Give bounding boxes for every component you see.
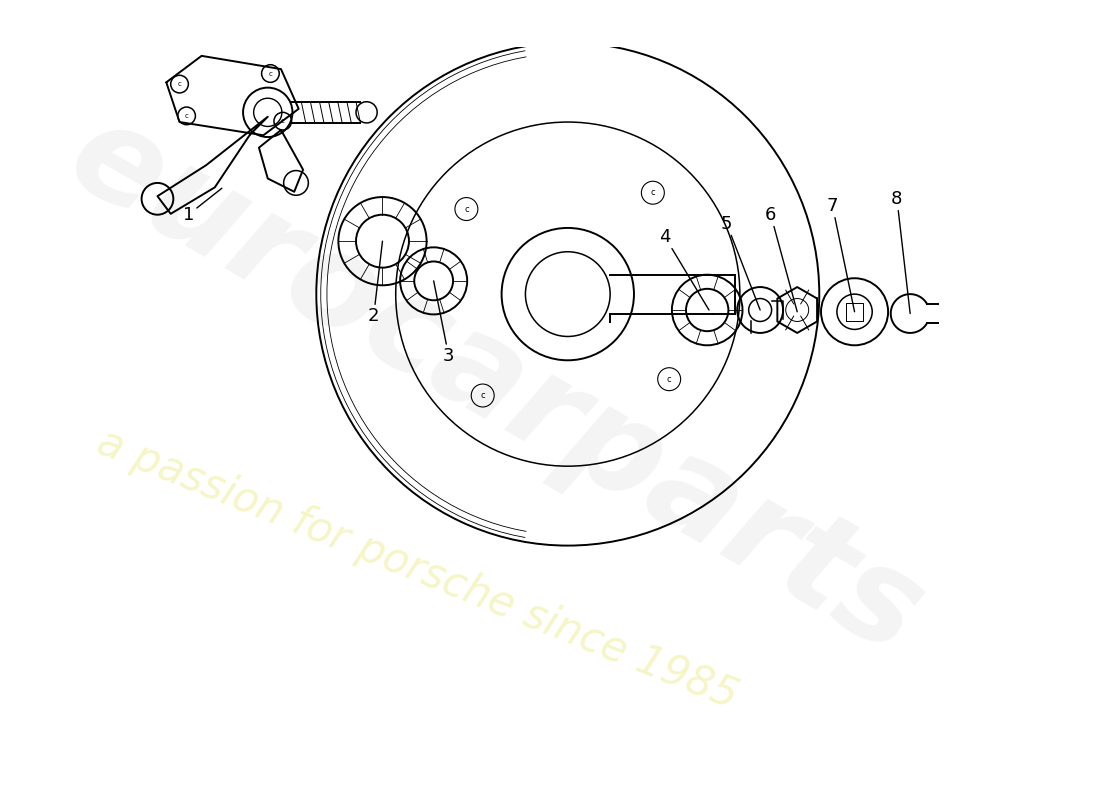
Text: c: c (650, 188, 656, 198)
Text: c: c (177, 81, 182, 87)
Text: 8: 8 (891, 190, 910, 314)
Text: c: c (280, 118, 285, 124)
Text: 5: 5 (720, 214, 760, 310)
Text: 7: 7 (827, 197, 855, 312)
Text: c: c (667, 374, 671, 384)
Text: 2: 2 (367, 241, 383, 325)
Text: c: c (464, 205, 469, 214)
Text: c: c (185, 113, 188, 119)
Text: 1: 1 (183, 188, 222, 224)
Text: eurocarparts: eurocarparts (47, 90, 944, 682)
Text: 4: 4 (659, 228, 710, 310)
Text: a passion for porsche since 1985: a passion for porsche since 1985 (91, 422, 745, 718)
Text: 6: 6 (764, 206, 798, 312)
Text: c: c (481, 391, 485, 400)
Text: c: c (268, 70, 273, 77)
Text: 3: 3 (433, 281, 454, 365)
